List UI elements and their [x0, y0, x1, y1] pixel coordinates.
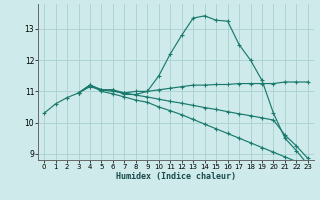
- X-axis label: Humidex (Indice chaleur): Humidex (Indice chaleur): [116, 172, 236, 181]
